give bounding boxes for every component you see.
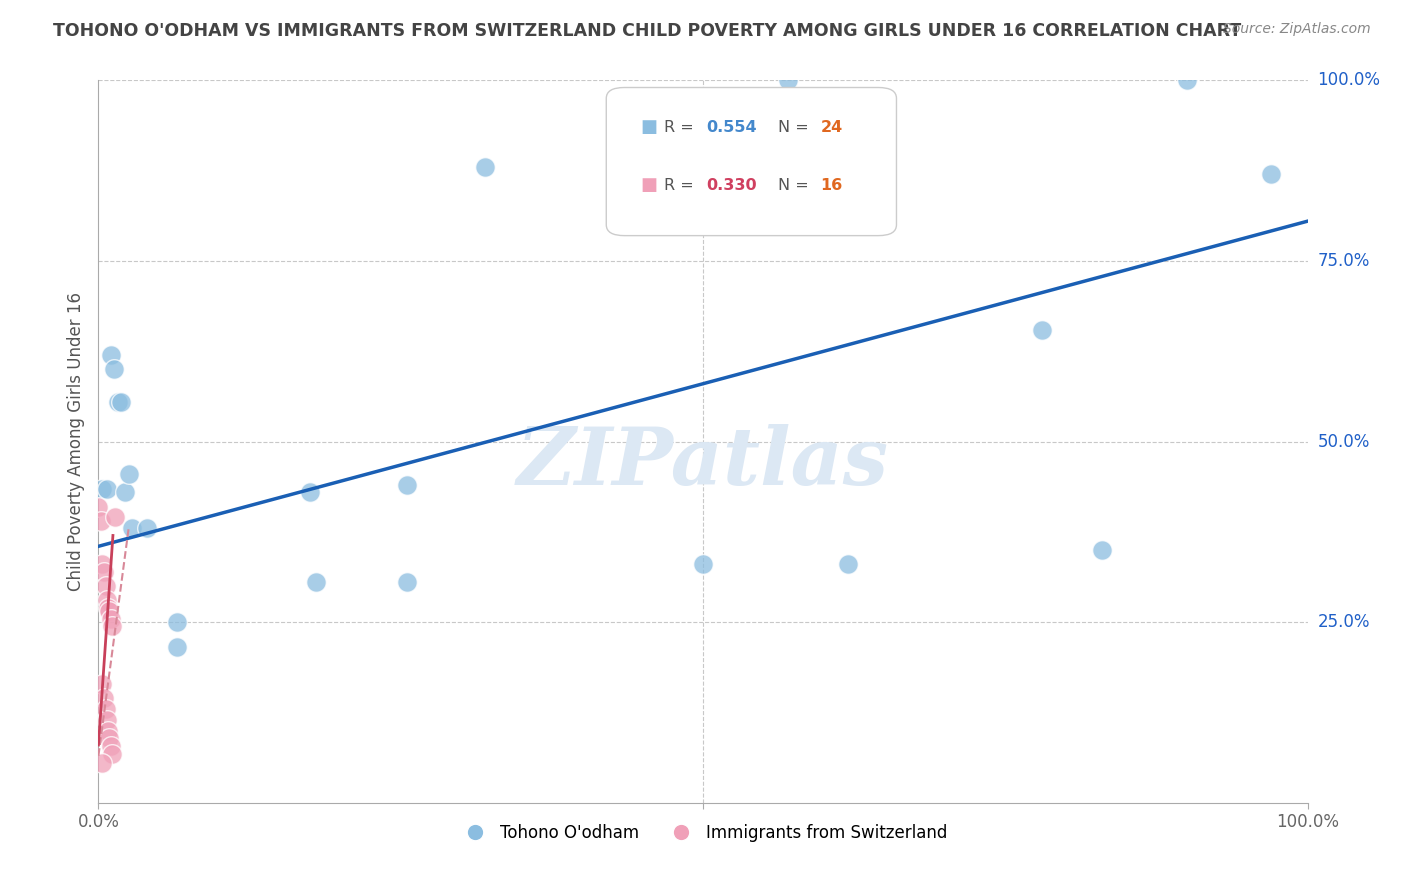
- Legend: Tohono O'odham, Immigrants from Switzerland: Tohono O'odham, Immigrants from Switzerl…: [451, 817, 955, 848]
- Point: [1031, 322, 1053, 336]
- Point: [299, 485, 322, 500]
- Text: ■: ■: [640, 119, 657, 136]
- Text: 25.0%: 25.0%: [1317, 613, 1369, 632]
- Point: [104, 510, 127, 524]
- Point: [837, 558, 859, 572]
- Point: [114, 485, 136, 500]
- Text: ■: ■: [640, 176, 657, 194]
- Text: 50.0%: 50.0%: [1317, 433, 1369, 450]
- Point: [100, 739, 122, 754]
- Point: [100, 747, 122, 761]
- Point: [98, 731, 121, 745]
- Point: [91, 558, 114, 572]
- Point: [100, 619, 122, 633]
- Text: 0.554: 0.554: [707, 120, 758, 135]
- Text: N =: N =: [778, 178, 814, 193]
- Point: [91, 756, 114, 770]
- Point: [97, 723, 120, 738]
- Point: [395, 478, 418, 492]
- Point: [692, 558, 714, 572]
- Text: 24: 24: [820, 120, 842, 135]
- Text: Source: ZipAtlas.com: Source: ZipAtlas.com: [1223, 22, 1371, 37]
- Text: R =: R =: [664, 178, 699, 193]
- Text: 16: 16: [820, 178, 842, 193]
- Point: [87, 500, 110, 514]
- Point: [166, 640, 188, 655]
- Point: [96, 482, 118, 496]
- FancyBboxPatch shape: [606, 87, 897, 235]
- Point: [91, 676, 114, 690]
- Text: 0.330: 0.330: [707, 178, 758, 193]
- Point: [94, 579, 117, 593]
- Point: [93, 691, 115, 706]
- Text: 100.0%: 100.0%: [1317, 71, 1381, 89]
- Text: ZIPatlas: ZIPatlas: [517, 425, 889, 502]
- Point: [776, 73, 799, 87]
- Text: 75.0%: 75.0%: [1317, 252, 1369, 270]
- Point: [98, 604, 121, 618]
- Point: [305, 575, 328, 590]
- Point: [474, 160, 496, 174]
- Point: [1091, 542, 1114, 557]
- Point: [107, 394, 129, 409]
- Point: [96, 593, 118, 607]
- Point: [100, 611, 122, 625]
- Point: [1175, 73, 1198, 87]
- Y-axis label: Child Poverty Among Girls Under 16: Child Poverty Among Girls Under 16: [66, 292, 84, 591]
- Point: [100, 348, 122, 362]
- Point: [1260, 167, 1282, 181]
- Point: [166, 615, 188, 630]
- Point: [110, 394, 132, 409]
- Point: [91, 482, 114, 496]
- Point: [118, 467, 141, 481]
- Point: [93, 565, 115, 579]
- Point: [90, 514, 112, 528]
- Text: TOHONO O'ODHAM VS IMMIGRANTS FROM SWITZERLAND CHILD POVERTY AMONG GIRLS UNDER 16: TOHONO O'ODHAM VS IMMIGRANTS FROM SWITZE…: [53, 22, 1241, 40]
- Point: [96, 713, 118, 727]
- Text: R =: R =: [664, 120, 699, 135]
- Point: [94, 702, 117, 716]
- Text: N =: N =: [778, 120, 814, 135]
- Point: [135, 521, 157, 535]
- Point: [395, 575, 418, 590]
- Point: [121, 521, 143, 535]
- Point: [97, 600, 120, 615]
- Point: [103, 362, 125, 376]
